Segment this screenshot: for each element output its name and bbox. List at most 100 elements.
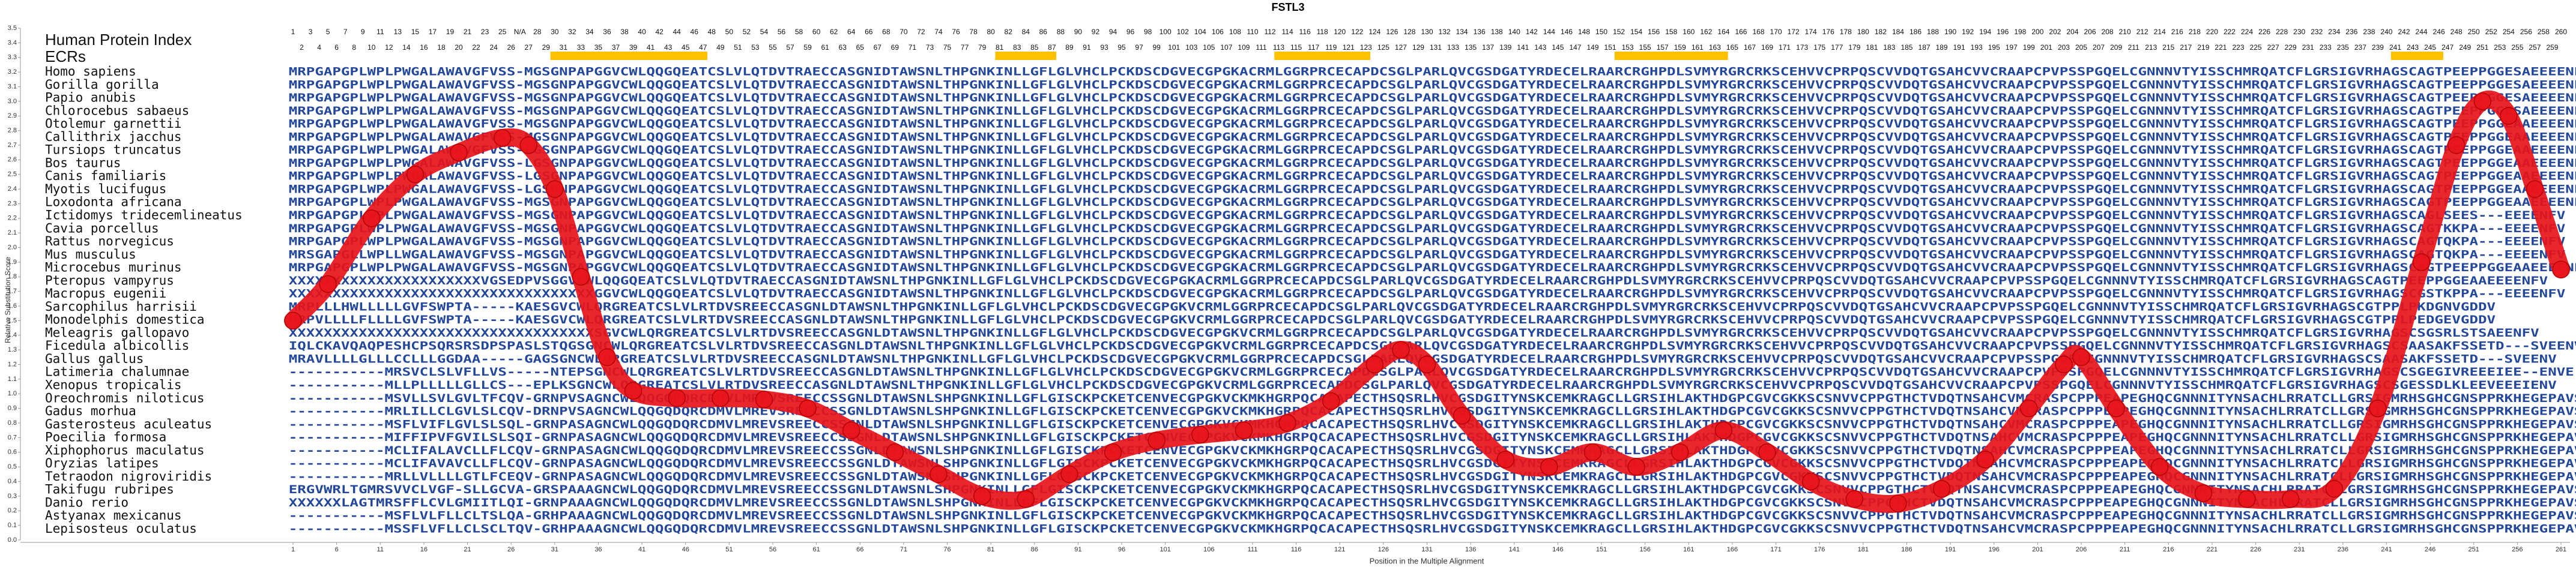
- x-tick-label: 241: [2381, 546, 2392, 553]
- human-index: 158: [1665, 28, 1677, 36]
- human-index: 29: [542, 43, 551, 52]
- x-tick-label: 186: [1901, 546, 1912, 553]
- human-index: 176: [1822, 28, 1834, 36]
- y-tick-label: 1.4: [8, 332, 17, 339]
- species-name: Pteropus vampyrus: [45, 273, 174, 287]
- x-tick-label: 81: [987, 546, 994, 553]
- human-index: 185: [1900, 43, 1912, 52]
- species-name: Latimeria chalumnae: [45, 365, 189, 379]
- human-index: 170: [1770, 28, 1782, 36]
- human-index: 226: [2258, 28, 2270, 36]
- human-index: 239: [2372, 43, 2384, 52]
- y-tick-label: 2.7: [8, 142, 17, 149]
- human-index: 109: [1238, 43, 1250, 52]
- human-index: 70: [899, 28, 908, 36]
- score-point: [1671, 443, 1689, 461]
- score-point: [2107, 399, 2125, 418]
- score-point: [1714, 421, 1733, 439]
- human-index: 213: [2145, 43, 2157, 52]
- human-index: 9: [361, 28, 365, 36]
- y-tick-label: 2.2: [8, 215, 17, 222]
- human-index: 65: [856, 43, 865, 52]
- human-index: 13: [394, 28, 402, 36]
- x-tick-label: 146: [1552, 546, 1563, 553]
- human-index: 190: [1944, 28, 1956, 36]
- score-point: [450, 143, 468, 161]
- human-index: 169: [1761, 43, 1773, 52]
- human-index: 227: [2267, 43, 2279, 52]
- human-index: 80: [987, 28, 995, 36]
- human-index: 202: [2049, 28, 2061, 36]
- x-tick-label: 246: [2425, 546, 2435, 553]
- x-tick-label: 6: [335, 546, 339, 553]
- human-index: 75: [943, 43, 952, 52]
- human-index: 50: [725, 28, 734, 36]
- human-index: 121: [1343, 43, 1355, 52]
- human-index: 34: [585, 28, 594, 36]
- human-index: 246: [2433, 28, 2445, 36]
- score-point: [2412, 253, 2431, 271]
- human-index: 191: [1953, 43, 1965, 52]
- human-index: 209: [2110, 43, 2122, 52]
- y-axis-label: Relative Substitution Score: [4, 257, 12, 343]
- human-index: 200: [2031, 28, 2043, 36]
- human-index: 92: [1092, 28, 1100, 36]
- human-index: 18: [437, 43, 446, 52]
- x-tick-label: 156: [1639, 546, 1650, 553]
- score-point: [755, 391, 773, 409]
- human-index: 148: [1578, 28, 1590, 36]
- human-index: 212: [2136, 28, 2148, 36]
- y-tick-label: 3.0: [8, 98, 17, 105]
- y-tick-label: 3.1: [8, 83, 17, 90]
- human-index: 201: [2040, 43, 2052, 52]
- sequence: MRPGAPGPLWPLPWGALAWAVGFVSS-MGSGNPAPGGVCW…: [289, 104, 2576, 118]
- human-index: 214: [2154, 28, 2166, 36]
- human-index: 99: [1152, 43, 1161, 52]
- human-index: 192: [1962, 28, 1974, 36]
- human-index: 120: [1334, 28, 1346, 36]
- human-index: 110: [1247, 28, 1258, 36]
- human-index: 256: [2520, 28, 2532, 36]
- human-index: 104: [1194, 28, 1206, 36]
- y-tick-label: 1.0: [8, 390, 17, 397]
- x-tick-label: 256: [2512, 546, 2523, 553]
- human-index: 12: [385, 43, 393, 52]
- x-tick-label: 106: [1203, 546, 1214, 553]
- score-point: [493, 129, 512, 147]
- human-index: 36: [603, 28, 611, 36]
- human-index: 140: [1508, 28, 1520, 36]
- human-index: 35: [594, 43, 603, 52]
- y-tick-label: 0.7: [8, 434, 17, 441]
- human-index: 90: [1074, 28, 1083, 36]
- human-index: 100: [1160, 28, 1172, 36]
- human-index: 6: [334, 43, 339, 52]
- score-point: [1191, 425, 1209, 444]
- x-tick-label: 136: [1465, 546, 1476, 553]
- score-point: [2369, 399, 2387, 418]
- human-index: 76: [952, 28, 960, 36]
- species-name: Xiphophorus maculatus: [45, 443, 205, 457]
- y-tick-label: 1.9: [8, 259, 17, 266]
- human-index: 41: [647, 43, 655, 52]
- y-tick-label: 3.4: [8, 39, 17, 46]
- x-tick-label: 91: [1074, 546, 1081, 553]
- y-tick-label: 2.0: [8, 244, 17, 251]
- y-tick-label: 0.5: [8, 463, 17, 470]
- x-tick-label: 131: [1421, 546, 1432, 553]
- human-index: 219: [2197, 43, 2209, 52]
- human-index: 174: [1805, 28, 1817, 36]
- x-tick-label: 71: [900, 546, 907, 553]
- x-tick-label: 31: [551, 546, 558, 553]
- human-index: 163: [1709, 43, 1721, 52]
- y-tick-label: 2.5: [8, 171, 17, 178]
- species-name: Mus musculus: [45, 247, 136, 262]
- sequence: MRPGAPGPLWPLPWGALAWAVGFVSS-MGSGNPAPGGVCW…: [289, 118, 2576, 131]
- y-tick-label: 0.6: [8, 449, 17, 456]
- human-index: 189: [1936, 43, 1948, 52]
- human-index: 82: [1005, 28, 1013, 36]
- sequence: -----------MCLIFALAVCLLFLCQV-GRNPASAGNCW…: [289, 444, 2576, 457]
- human-index: 26: [507, 43, 515, 52]
- score-point: [2447, 136, 2466, 154]
- human-index: 83: [1013, 43, 1021, 52]
- human-index: 67: [874, 43, 882, 52]
